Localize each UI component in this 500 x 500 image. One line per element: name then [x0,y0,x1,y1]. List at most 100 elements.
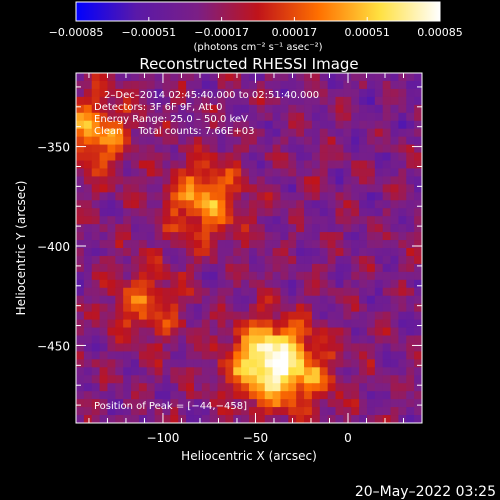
heatmap-cell [154,287,163,297]
heatmap-cell [76,240,85,249]
heatmap-cell [398,415,407,423]
heatmap-cell [327,327,336,336]
heatmap-cell [146,88,156,98]
heatmap-cell [264,120,273,130]
heatmap-cell [193,415,203,423]
heatmap-cell [406,120,415,130]
heatmap-cell [304,104,313,114]
heatmap-cell [91,168,100,177]
heatmap-cell [201,359,211,368]
heatmap-cell [319,224,329,233]
heatmap-cell [115,96,124,106]
heatmap-cell [374,399,384,408]
heatmap-cell [241,160,250,169]
heatmap-cell [154,184,163,193]
heatmap-cell [123,391,132,400]
heatmap-cell [280,327,289,336]
heatmap-cell [256,255,266,265]
heatmap-cell [366,279,376,289]
heatmap-cell [209,327,218,336]
heatmap-cell [311,248,321,257]
heatmap-cell [178,216,187,225]
heatmap-cell [359,375,368,384]
heatmap-cell [335,271,344,281]
heatmap-cell [390,104,399,114]
heatmap-cell [83,391,93,400]
heatmap-cell [382,208,391,217]
heatmap-cell [280,88,289,98]
heatmap-cell [162,383,171,392]
heatmap-cell [91,319,100,328]
heatmap-cell [138,208,148,217]
y-axis-label: Heliocentric Y (arcsec) [14,181,28,316]
heatmap-cell [249,311,258,320]
heatmap-cell [280,192,289,201]
heatmap-cell [170,184,179,193]
heatmap-cell [390,263,399,273]
heatmap-cell [131,144,140,153]
heatmap-cell [374,335,384,344]
heatmap-cell [225,319,234,328]
heatmap-cell [131,192,140,201]
heatmap-cell [249,359,258,368]
heatmap-cell [115,351,124,360]
heatmap-cell [272,152,281,161]
heatmap-cell [115,367,124,376]
heatmap-cell [233,327,242,336]
heatmap-cell [311,73,321,82]
heatmap-cell [304,375,313,384]
heatmap-cell [146,359,156,368]
heatmap-cell [131,240,140,249]
heatmap-cell [99,303,108,313]
heatmap-cell [131,399,140,408]
heatmap-cell [241,303,250,313]
heatmap-cell [398,216,407,225]
heatmap-cell [366,367,376,376]
heatmap-cell [201,255,211,265]
heatmap-cell [390,128,399,138]
heatmap-cell [154,232,163,241]
heatmap-cell [99,176,108,185]
heatmap-cell [146,104,156,114]
heatmap-cell [241,391,250,400]
heatmap-cell [398,168,407,177]
heatmap-cell [264,168,273,177]
heatmap-cell [241,200,250,209]
heatmap-cell [170,263,179,273]
heatmap-cell [366,232,376,241]
heatmap-cell [201,88,211,98]
heatmap-cell [280,152,289,161]
heatmap-cell [217,311,226,320]
heatmap-cell [178,128,187,138]
heatmap-cell [311,224,321,233]
heatmap-cell [186,279,195,289]
heatmap-cell [115,383,124,392]
heatmap-cell [83,295,93,305]
heatmap-cell [374,168,384,177]
heatmap-cell [414,343,422,352]
heatmap-cell [193,112,203,122]
heatmap-cell [91,152,100,161]
heatmap-cell [264,176,273,185]
heatmap-cell [138,192,148,201]
heatmap-cell [382,168,391,177]
heatmap-cell [154,407,163,416]
heatmap-cell [359,359,368,368]
heatmap-cell [343,383,352,392]
heatmap-cell [193,128,203,138]
heatmap-cell [264,295,273,305]
heatmap-cell [162,287,171,297]
heatmap-cell [138,375,148,384]
heatmap-cell [115,200,124,209]
heatmap-cell [359,327,368,336]
heatmap-cell [131,311,140,320]
heatmap-cell [217,104,226,114]
heatmap-cell [162,240,171,249]
heatmap-cell [398,96,407,106]
heatmap-cell [374,319,384,328]
heatmap-cell [107,343,116,352]
heatmap-cell [193,192,203,201]
heatmap-cell [319,375,329,384]
heatmap-cell [154,295,163,305]
heatmap-cell [311,216,321,225]
